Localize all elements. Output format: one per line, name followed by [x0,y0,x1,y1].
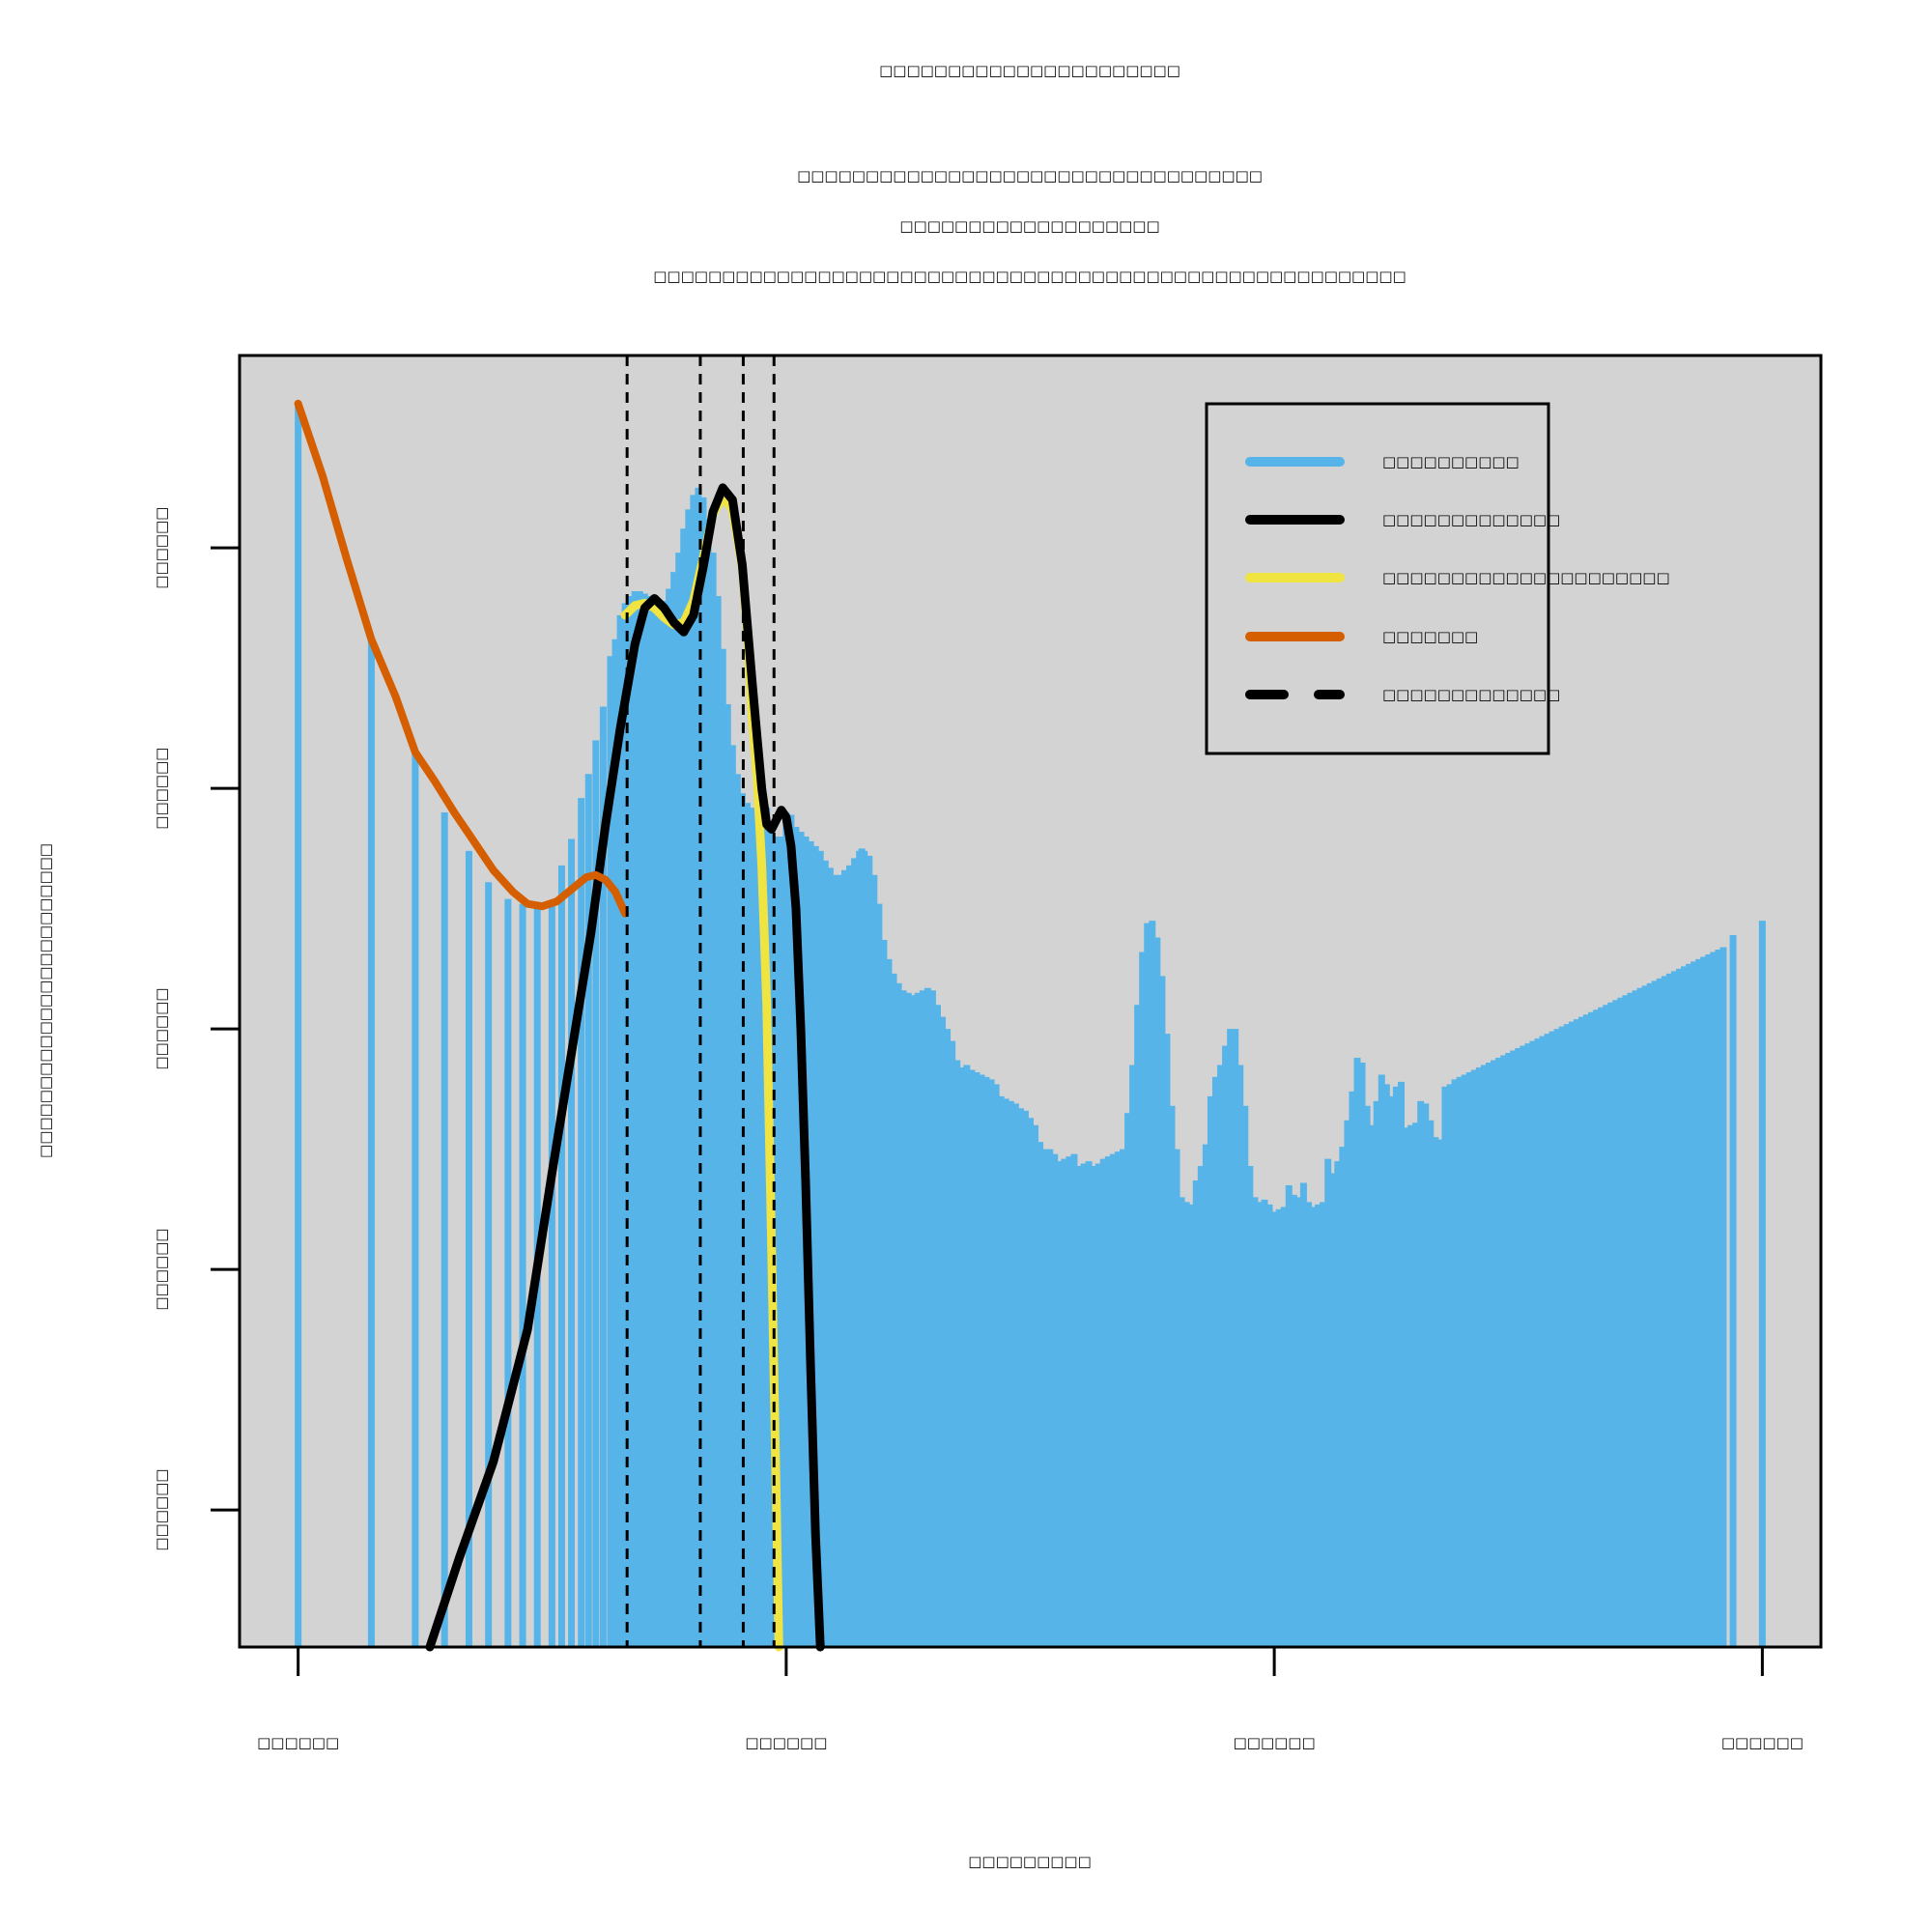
legend-label-histogram: □□□□□□□□□□ [1382,453,1520,470]
histogram-layer [295,403,1766,1647]
legend-entry-histogram: □□□□□□□□□□ [1245,453,1520,470]
legend: □□□□□□□□□□ □□□□□□□□□□□□□ □□□□□□□□□□□□□□□… [1205,402,1670,755]
markers-layer [625,355,776,1647]
fit-curve [425,483,825,1652]
chart-subtitle-3: □□□□□□□□□□□□□□□□□□□□□□□□□□□□□□□□□□□□□□□□… [653,268,1406,285]
x-tick-label: □□□□□□ [1721,1734,1804,1751]
y-tick-label: □□□□□□ [153,988,170,1070]
legend-label-error: □□□□□□□ [1382,628,1478,645]
chart-subtitle-2: □□□□□□□□□□□□□□□□□□□ [899,217,1159,235]
legend-entry-component: □□□□□□□□□□□□□□□□□□□□□ [1245,569,1670,586]
y-tick-label: □□□□□□ [153,507,170,589]
chart-title: □□□□□□□□□□□□□□□□□□□□□□ [879,62,1180,79]
legend-entry-fit: □□□□□□□□□□□□□ [1245,511,1560,528]
legend-label-markers: □□□□□□□□□□□□□ [1382,686,1560,703]
x-tick-label: □□□□□□ [257,1734,339,1751]
plot-frame [238,354,1823,1649]
y-tick-label: □□□□□□ [153,748,170,830]
legend-entry-markers: □□□□□□□□□□□□□ [1245,686,1560,703]
chart-subtitle-1: □□□□□□□□□□□□□□□□□□□□□□□□□□□□□□□□□□ [797,167,1263,185]
y-axis-label: □□□□□□□□□□□□□□□□□□□□□□□ [37,843,54,1158]
legend-label-component: □□□□□□□□□□□□□□□□□□□□□ [1382,569,1670,586]
legend-entry-error: □□□□□□□ [1245,628,1478,645]
x-axis-label: □□□□□□□□□ [968,1853,1092,1870]
y-tick-label: □□□□□□ [153,1229,170,1311]
legend-label-fit: □□□□□□□□□□□□□ [1382,511,1560,528]
curves-layer [294,399,825,1652]
axes-layer: □□□□□□ □□□□□□ □□□□□□ □□□□□□□□□□□□□□□□□□□□□□… [153,507,1804,1751]
x-tick-label: □□□□□□ [745,1734,827,1751]
x-tick-label: □□□□□□ [1234,1734,1316,1751]
y-tick-label: □□□□□□ [153,1469,170,1551]
error-curve [294,399,630,918]
